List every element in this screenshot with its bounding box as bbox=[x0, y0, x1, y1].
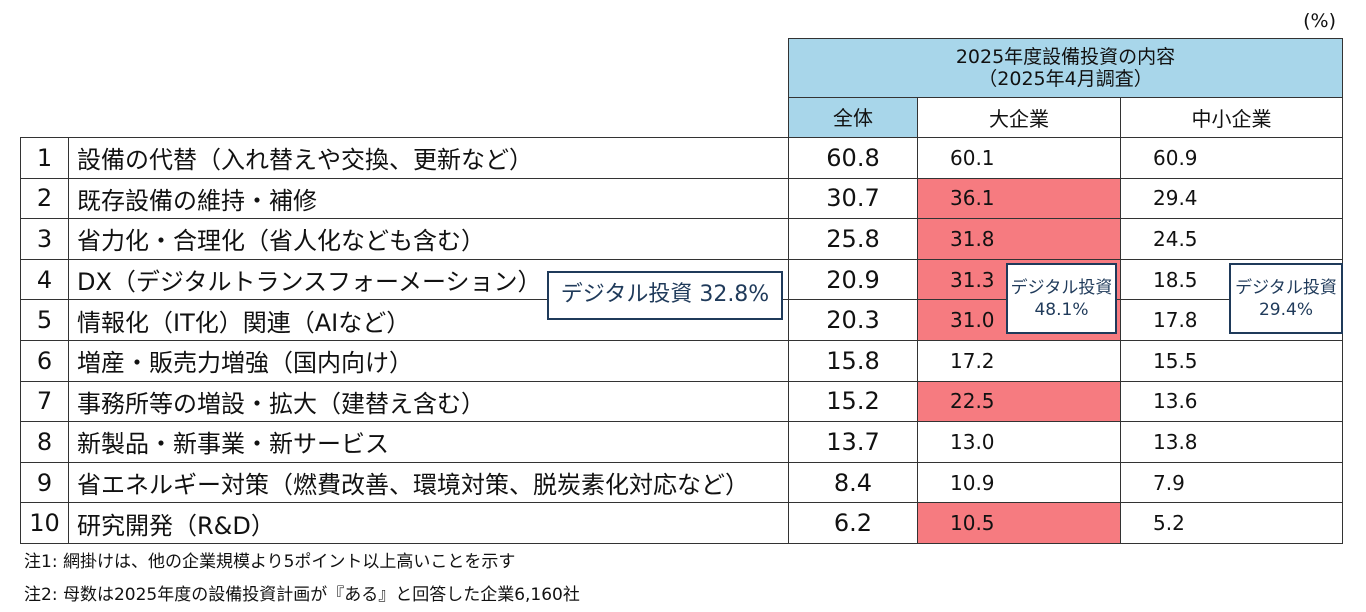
row-rank: 5 bbox=[20, 299, 69, 341]
row-value-sme: 13.8 bbox=[1120, 421, 1343, 463]
row-rank: 2 bbox=[20, 177, 69, 220]
row-rank: 8 bbox=[20, 421, 69, 463]
row-rank: 3 bbox=[20, 218, 69, 260]
table-row: 9 省エネルギー対策（燃費改善、環境対策、脱炭素化対応など） 8.4 10.9 7.9 bbox=[20, 461, 1343, 504]
row-rank: 1 bbox=[20, 137, 69, 179]
row-value-all: 13.7 bbox=[788, 421, 918, 463]
group-title-line2: （2025年4月調査） bbox=[978, 68, 1153, 90]
callout-sme-value: 29.4% bbox=[1258, 300, 1313, 320]
row-value-sme: 15.5 bbox=[1120, 339, 1343, 382]
group-header: 2025年度設備投資の内容 （2025年4月調査） bbox=[788, 38, 1343, 98]
row-value-large: 10.9 bbox=[917, 461, 1121, 504]
row-value-large: 17.2 bbox=[917, 339, 1121, 382]
unit-label: (%) bbox=[1303, 10, 1336, 32]
row-value-all: 6.2 bbox=[788, 502, 918, 544]
row-value-all: 20.3 bbox=[788, 299, 918, 341]
row-value-sme: 29.4 bbox=[1120, 177, 1343, 220]
note-1: 注1: 網掛けは、他の企業規模より5ポイント以上高いことを示す bbox=[24, 552, 516, 572]
row-value-all: 15.2 bbox=[788, 380, 918, 423]
table-row: 1 設備の代替（入れ替えや交換、更新など） 60.8 60.1 60.9 bbox=[20, 137, 1343, 179]
row-label: 研究開発（R&D） bbox=[68, 502, 789, 544]
col-header-sme: 中小企業 bbox=[1120, 97, 1343, 138]
row-value-all: 8.4 bbox=[788, 461, 918, 504]
callout-sme-label: デジタル投資 bbox=[1235, 278, 1337, 298]
table-row: 3 省力化・合理化（省人化なども含む） 25.8 31.8 24.5 bbox=[20, 218, 1343, 260]
row-value-all: 15.8 bbox=[788, 339, 918, 382]
row-value-all: 60.8 bbox=[788, 137, 918, 179]
row-value-all: 25.8 bbox=[788, 218, 918, 260]
row-rank: 7 bbox=[20, 380, 69, 423]
digital-investment-large-callout: デジタル投資 48.1% bbox=[1006, 263, 1117, 334]
row-label: 事務所等の増設・拡大（建替え含む） bbox=[68, 380, 789, 423]
row-rank: 4 bbox=[20, 258, 69, 301]
row-value-large: 22.5 bbox=[917, 380, 1121, 423]
row-value-large: 31.8 bbox=[917, 218, 1121, 260]
col-header-large: 大企業 bbox=[917, 97, 1121, 138]
row-value-all: 20.9 bbox=[788, 258, 918, 301]
row-rank: 9 bbox=[20, 461, 69, 504]
callout-large-label: デジタル投資 bbox=[1010, 278, 1113, 298]
row-label: 新製品・新事業・新サービス bbox=[68, 421, 789, 463]
row-label: 増産・販売力増強（国内向け） bbox=[68, 339, 789, 382]
row-rank: 6 bbox=[20, 339, 69, 382]
row-value-all: 30.7 bbox=[788, 177, 918, 220]
row-value-sme: 5.2 bbox=[1120, 502, 1343, 544]
table-row: 7 事務所等の増設・拡大（建替え含む） 15.2 22.5 13.6 bbox=[20, 380, 1343, 423]
table-row: 8 新製品・新事業・新サービス 13.7 13.0 13.8 bbox=[20, 421, 1343, 463]
row-value-sme: 60.9 bbox=[1120, 137, 1343, 179]
note-2: 注2: 母数は2025年度の設備投資計画が『ある』と回答した企業6,160社 bbox=[24, 585, 580, 605]
table-row: 2 既存設備の維持・補修 30.7 36.1 29.4 bbox=[20, 177, 1343, 220]
row-value-sme: 13.6 bbox=[1120, 380, 1343, 423]
row-value-sme: 7.9 bbox=[1120, 461, 1343, 504]
row-label: 設備の代替（入れ替えや交換、更新など） bbox=[68, 137, 789, 179]
digital-investment-sme-callout: デジタル投資 29.4% bbox=[1229, 263, 1343, 334]
header-blank bbox=[21, 39, 789, 138]
table-row: 10 研究開発（R&D） 6.2 10.5 5.2 bbox=[20, 502, 1343, 544]
row-label: 既存設備の維持・補修 bbox=[68, 177, 789, 220]
digital-investment-all-callout: デジタル投資 32.8% bbox=[547, 271, 783, 320]
row-label: 省力化・合理化（省人化なども含む） bbox=[68, 218, 789, 260]
table-row: 6 増産・販売力増強（国内向け） 15.8 17.2 15.5 bbox=[20, 339, 1343, 382]
row-value-sme: 24.5 bbox=[1120, 218, 1343, 260]
row-value-large: 13.0 bbox=[917, 421, 1121, 463]
col-header-all: 全体 bbox=[788, 97, 918, 138]
row-label: 省エネルギー対策（燃費改善、環境対策、脱炭素化対応など） bbox=[68, 461, 789, 504]
callout-large-value: 48.1% bbox=[1034, 300, 1089, 320]
row-value-large: 10.5 bbox=[917, 502, 1121, 544]
row-value-large: 36.1 bbox=[917, 177, 1121, 220]
row-value-large: 60.1 bbox=[917, 137, 1121, 179]
group-title-line1: 2025年度設備投資の内容 bbox=[955, 46, 1176, 68]
row-rank: 10 bbox=[20, 502, 69, 544]
